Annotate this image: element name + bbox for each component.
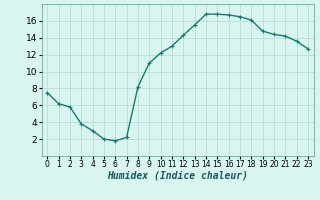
X-axis label: Humidex (Indice chaleur): Humidex (Indice chaleur) — [107, 171, 248, 181]
